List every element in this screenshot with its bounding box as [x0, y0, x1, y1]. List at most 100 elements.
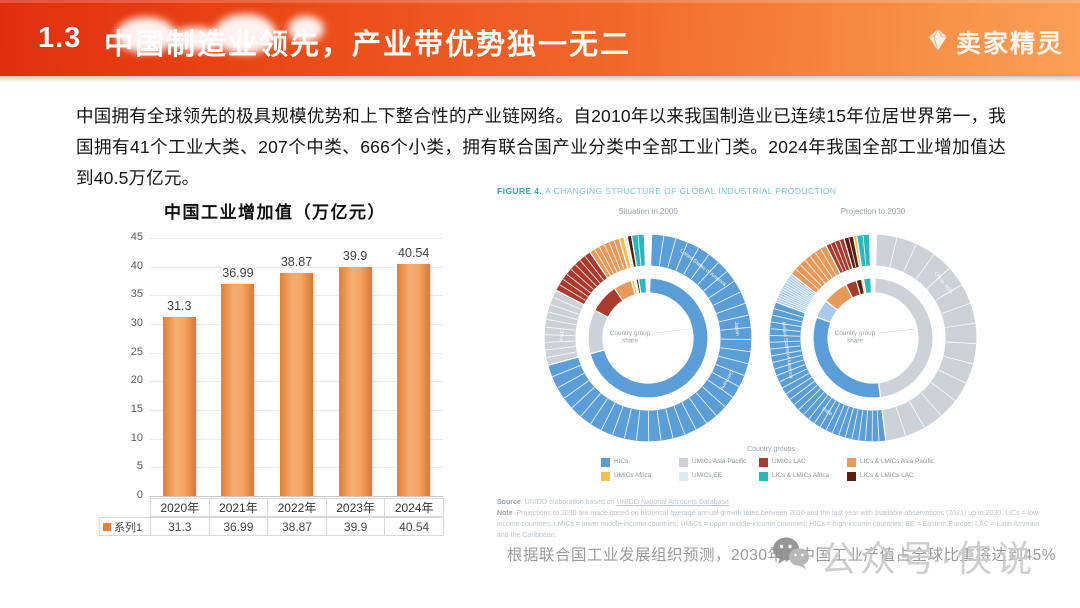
country-divider — [795, 269, 819, 290]
country-divider — [594, 249, 611, 276]
table-value-cell: 36.99 — [208, 517, 269, 536]
country-divider — [697, 262, 719, 285]
legend-label: UMICs LAC — [772, 458, 806, 465]
country-divider — [703, 271, 727, 292]
series-legend-swatch — [103, 522, 111, 531]
bar — [397, 263, 431, 496]
country-divider — [695, 392, 717, 416]
country-divider — [848, 237, 857, 268]
legend-label: UMICs Asia-Pacific — [692, 458, 747, 465]
legend-swatch — [759, 472, 768, 481]
y-axis-tick-label: 45 — [130, 231, 143, 243]
country-divider — [564, 380, 590, 399]
unido-figure: FIGURE 4. A CHANGING STRUCTURE OF GLOBAL … — [497, 186, 1045, 548]
country-divider — [800, 264, 822, 287]
inner-ring-segment-lics-lmics-africa — [862, 277, 873, 295]
note-line: Note: Projections to 2030 are made based… — [497, 509, 1041, 539]
figure-number: FIGURE 4. — [497, 186, 543, 196]
country-divider — [864, 410, 869, 441]
figure-legend: HICs UMICs Asia-Pacific UMICs LAC LICs & LM… — [601, 458, 953, 481]
country-divider — [553, 296, 582, 310]
donut-segment-lics-lmics-africa — [630, 233, 647, 268]
country-divider — [779, 294, 807, 309]
bar — [162, 316, 196, 496]
country-divider — [851, 409, 859, 439]
country-divider — [945, 322, 975, 328]
legend-swatch — [847, 472, 856, 481]
y-axis-tick-label: 20 — [130, 374, 143, 387]
table-year-cell: 2024年 — [384, 498, 444, 517]
donut-center-label: Country group share — [835, 330, 876, 345]
country-divider — [579, 260, 601, 284]
table-value-cell: 39.9 — [325, 517, 386, 536]
database-link[interactable]: UNIDO National Accounts Database — [616, 499, 729, 506]
country-divider — [774, 359, 804, 370]
country-divider — [770, 328, 801, 332]
bar-chart-plot: 0 5 10 15 20 25 30 35 40 45 31.3 36.99 38.87 39.9 40.5… — [95, 190, 465, 552]
country-divider — [938, 369, 966, 384]
country-divider — [545, 326, 576, 331]
donut-center-label: Country group share — [610, 330, 651, 345]
donut-2000-subtitle: Situation in 2000 — [618, 207, 678, 216]
country-divider — [546, 318, 577, 326]
country-divider — [862, 235, 867, 266]
country-divider — [707, 379, 733, 398]
country-divider — [548, 311, 578, 320]
country-divider — [930, 381, 956, 401]
country-divider — [945, 341, 976, 345]
country-divider — [903, 244, 917, 272]
country-divider — [876, 410, 880, 441]
y-axis-tick-label: 10 — [130, 431, 143, 444]
legend-label: HICs — [614, 458, 629, 465]
country-divider — [623, 408, 632, 439]
gem-icon — [926, 27, 950, 57]
legend-label: LICs & LMICs LAC — [860, 472, 914, 479]
country-divider — [814, 397, 832, 424]
table-value-cell: 31.3 — [150, 517, 210, 536]
arc-country-label: Japan — [733, 321, 740, 336]
country-divider — [546, 351, 577, 359]
country-divider — [774, 308, 804, 318]
figure-heading: FIGURE 4. A CHANGING STRUCTURE OF GLOBAL … — [497, 186, 837, 196]
country-divider — [889, 237, 898, 268]
country-divider — [559, 284, 586, 301]
y-axis-tick-label: 30 — [130, 317, 143, 329]
legend-item: UMICs LAC — [759, 458, 847, 467]
country-divider — [550, 304, 580, 315]
bar-value-label: 40.54 — [398, 245, 430, 260]
legend-swatch — [679, 458, 688, 467]
legend-swatch — [601, 458, 610, 467]
country-divider — [935, 284, 962, 301]
legend-swatch — [759, 458, 768, 467]
inner-ring-segment-umics-asia-pacific — [873, 277, 934, 399]
country-divider — [613, 240, 625, 270]
country-divider — [941, 302, 971, 314]
table-year-cell: 2023年 — [325, 498, 386, 517]
country-divider — [713, 291, 741, 306]
brand-logo-text: 卖家精灵 — [955, 30, 1064, 58]
table-value-cell: 40.54 — [384, 517, 444, 536]
country-divider — [839, 240, 850, 270]
legend-item: LICs & LMICs LAC — [847, 472, 947, 481]
country-divider — [571, 387, 595, 409]
bar — [338, 267, 372, 496]
country-divider — [689, 397, 707, 424]
country-divider — [720, 326, 751, 331]
redaction-blob — [170, 27, 222, 51]
legend-label: LICs & LMICs Asia Pacific — [860, 458, 934, 465]
country-divider — [600, 402, 616, 431]
country-divider — [786, 282, 812, 299]
country-divider — [552, 365, 581, 378]
legend-label: UMICs Africa — [614, 472, 652, 479]
slide-header: 1.3 中国制造业领先，产业带优势独一无二 卖家精灵 — [0, 0, 1080, 82]
country-divider — [798, 388, 821, 410]
country-divider — [809, 256, 829, 281]
country-divider — [858, 410, 864, 441]
country-divider — [665, 408, 674, 439]
country-divider — [770, 335, 801, 337]
country-divider — [612, 406, 624, 435]
country-divider — [715, 364, 745, 376]
country-divider — [780, 292, 808, 307]
